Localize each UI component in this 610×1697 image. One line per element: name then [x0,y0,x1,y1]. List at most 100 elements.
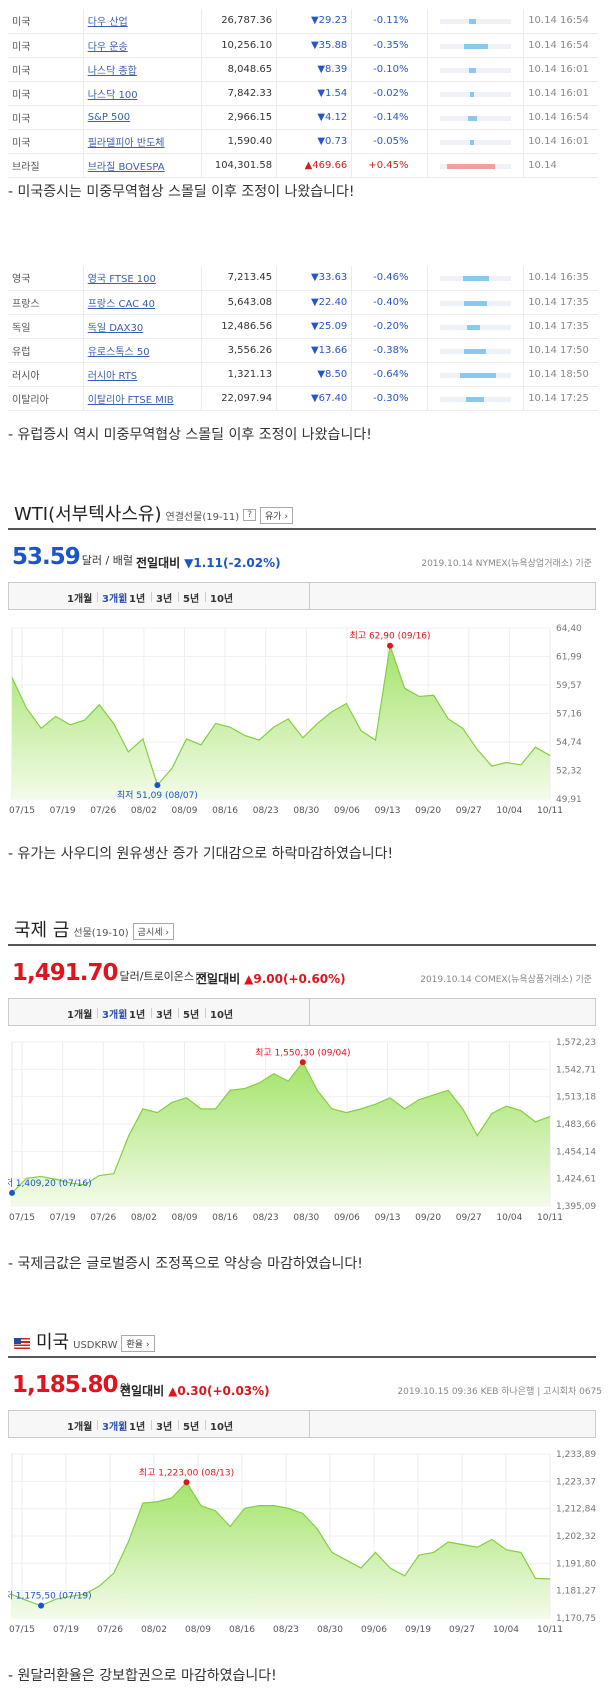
tab-period[interactable]: 3개월 [102,1422,128,1433]
tab-period[interactable]: 5년 [183,1010,200,1021]
change-bar-cell [427,386,525,411]
index-name-link[interactable]: S&P 500 [87,111,131,123]
change-bar [465,396,484,402]
tab-period[interactable]: 10년 [210,1422,234,1433]
value-cell: 8,048.65 [201,57,278,82]
usd-period-tabs: 1개월 3개월 1년 3년 5년 10년 [8,1410,596,1438]
change-bar-cell [427,57,525,82]
wti-period-tabs: 1개월 3개월 1년 3년 5년 10년 [8,582,596,610]
price-chart: 1,572,23 1,542,71 1,513,18 1,483,66 1,454,14… [0,1038,596,1223]
index-name-link[interactable]: 프랑스 CAC 40 [87,298,156,310]
tab-separator [124,1008,125,1018]
wti-help-icon[interactable]: ? [243,509,256,521]
usd-fx-tag-button[interactable]: 환율 › [121,1334,155,1352]
index-name-link[interactable]: 나스닥 종합 [87,65,137,77]
index-name-link[interactable]: 러시아 RTS [87,370,138,382]
value-cell: 3,556.26 [201,338,278,363]
time-cell: 10.14 16:54 [523,9,598,34]
change-bar [463,276,490,281]
index-name-link[interactable]: 다우 산업 [87,17,128,29]
table-row: 영국 영국 FTSE 100 7,213.45 ▼33.63 -0.46% 10.14 1… [8,266,598,291]
caption-us: - 미국증시는 미중무역협상 스몰딜 이후 조정이 나왔습니다! [8,184,355,200]
tab-separator [97,1008,98,1018]
tab-period[interactable]: 3년 [156,594,173,605]
index-name-cell: 이탈리아 FTSE MIB [83,386,202,411]
value-cell: 22,097.94 [201,386,278,411]
x-tick-label: 08/16 [212,1213,238,1223]
tab-period[interactable]: 10년 [210,594,234,605]
x-tick-label: 07/19 [50,806,76,816]
change-bar [464,300,487,306]
tab-period[interactable]: 3개월 [102,594,128,605]
gold-title-row: 국제 금 선물(19-10) 금시세 › [14,916,174,942]
index-name-link[interactable]: 독일 DAX30 [87,322,144,334]
change-cell: ▼4.12 [276,105,353,130]
x-tick-label: 09/27 [456,806,482,816]
series-area [12,1482,550,1618]
change-bar-cell [427,362,525,387]
change-cell: ▼8.50 [276,362,353,387]
price-chart: 64,40 61,99 59,57 57,16 54,74 52,32 49,91 07/15… [9,624,582,816]
tab-period[interactable]: 5년 [183,1422,200,1433]
tab-separator [151,1008,152,1018]
index-name-link[interactable]: 이탈리아 FTSE MIB [87,394,174,406]
min-marker [154,782,161,789]
index-name-link[interactable]: 영국 FTSE 100 [87,274,156,286]
index-name-link[interactable]: 유로스톡스 50 [87,346,150,358]
time-cell: 10.14 17:35 [523,314,598,339]
gold-help-icon[interactable]: ? [196,972,209,984]
tab-period[interactable]: 1년 [129,1422,146,1433]
index-name-link[interactable]: 브라질 BOVESPA [87,161,165,173]
wti-oil-tag-button[interactable]: 유가 › [259,506,293,524]
y-tick-label: 1,424,61 [556,1175,596,1185]
eu-index-table: 영국 영국 FTSE 100 7,213.45 ▼33.63 -0.46% 10.14 1… [8,266,598,411]
time-cell: 10.14 16:35 [523,266,598,291]
tab-period[interactable]: 1년 [129,594,146,605]
us-index-table-body: 미국 다우 산업 26,787.36 ▼29.23 -0.11% 10.14 16:54 미… [8,9,598,178]
index-name-link[interactable]: 필라델피아 반도체 [87,137,165,149]
x-tick-label: 09/06 [361,1625,387,1635]
tab-period[interactable]: 3개월 [102,1010,128,1021]
value-cell: 10,256.10 [201,33,278,58]
index-name-link[interactable]: 나스닥 100 [87,89,138,101]
index-name-cell: 다우 산업 [83,9,202,34]
time-cell: 10.14 [523,153,598,178]
tab-separator [178,1420,179,1430]
time-cell: 10.14 17:35 [523,290,598,315]
gold-change-label: 전일대비 [196,972,241,986]
x-tick-label: 08/02 [141,1625,167,1635]
tab-period[interactable]: 1개월 [67,1422,93,1433]
x-tick-label: 10/11 [537,1625,563,1635]
value-cell: 1,590.40 [201,129,278,154]
tab-period[interactable]: 3년 [156,1422,173,1433]
series-line [11,645,551,787]
tab-separator [151,592,152,602]
percent-cell: -0.11% [351,9,428,34]
tab-period[interactable]: 1년 [129,1010,146,1021]
tab-period[interactable]: 10년 [210,1010,234,1021]
x-tick-label: 07/19 [50,1213,76,1223]
usd-change: 전일대비 ▲0.30(+0.03%) [120,1382,270,1399]
tab-period[interactable]: 3년 [156,1010,173,1021]
caption-gold: - 국제금값은 글로벌증시 조정폭으로 약상승 마감하였습니다! [8,1256,363,1272]
y-tick-label: 54,74 [556,738,582,748]
percent-cell: -0.40% [351,290,428,315]
x-tick-label: 09/06 [334,1213,360,1223]
tab-period[interactable]: 1개월 [67,594,93,605]
value-cell: 5,643.08 [201,290,278,315]
y-tick-label: 57,16 [556,710,582,720]
max-label: 최고 62,90 (09/16) [350,631,431,642]
y-tick-label: 1,191,80 [556,1559,596,1569]
tab-period[interactable]: 1개월 [67,1010,93,1021]
change-bar-cell [427,9,525,34]
percent-cell: -0.20% [351,314,428,339]
gold-unit: 달러/트로이온스 [119,970,195,983]
tab-period[interactable]: 5년 [183,594,200,605]
index-name-link[interactable]: 다우 운송 [87,41,128,53]
change-bar [468,19,477,24]
gold-price-tag-button[interactable]: 금시세 › [132,922,174,940]
tab-separator [97,592,98,602]
index-name-cell: 독일 DAX30 [83,314,202,339]
tab-separator [97,1420,98,1430]
table-row: 미국 필라델피아 반도체 1,590.40 ▼0.73 -0.05% 10.14 16:0… [8,129,598,154]
